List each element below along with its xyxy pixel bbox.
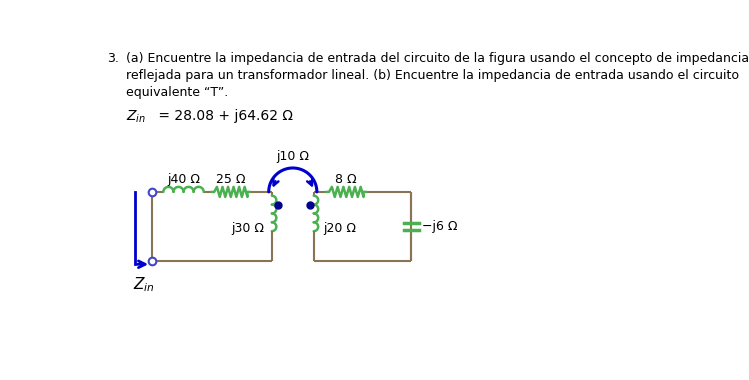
Text: −j6 Ω: −j6 Ω <box>422 220 458 233</box>
Text: j40 Ω: j40 Ω <box>167 173 200 186</box>
Text: j10 Ω: j10 Ω <box>276 150 309 163</box>
Text: $Z_{in}$: $Z_{in}$ <box>133 275 155 294</box>
Text: j20 Ω: j20 Ω <box>323 222 356 235</box>
Text: j30 Ω: j30 Ω <box>231 222 264 235</box>
Text: = 28.08 + j64.62 Ω: = 28.08 + j64.62 Ω <box>154 109 293 123</box>
Text: reflejada para un transformador lineal. (b) Encuentre la impedancia de entrada u: reflejada para un transformador lineal. … <box>126 69 739 82</box>
Text: 25 Ω: 25 Ω <box>216 173 246 186</box>
Text: (a) Encuentre la impedancia de entrada del circuito de la figura usando el conce: (a) Encuentre la impedancia de entrada d… <box>126 52 749 65</box>
Text: equivalente “T”.: equivalente “T”. <box>126 86 228 99</box>
Text: $Z_{in}$: $Z_{in}$ <box>126 109 146 125</box>
Text: 8 Ω: 8 Ω <box>336 173 357 186</box>
Text: 3.: 3. <box>108 52 119 65</box>
